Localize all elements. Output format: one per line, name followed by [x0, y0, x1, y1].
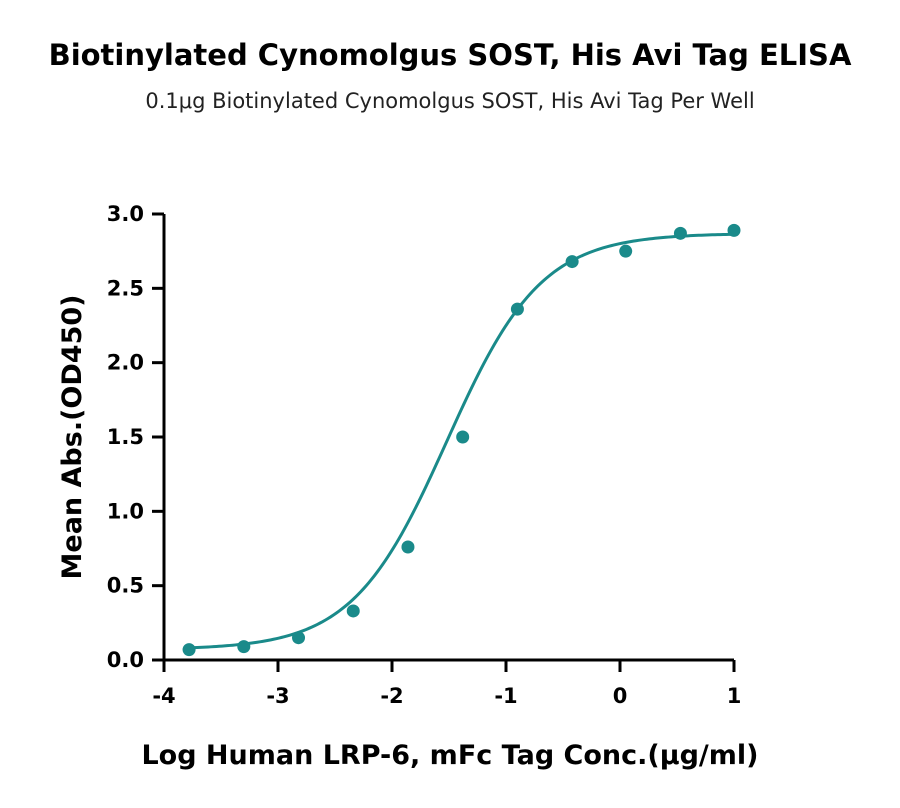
data-point [292, 631, 306, 645]
x-tick-label: -1 [494, 684, 517, 708]
data-point [346, 604, 360, 618]
x-tick-label: 0 [613, 684, 628, 708]
y-tick-label: 0.5 [107, 574, 144, 598]
data-point [510, 302, 524, 316]
y-tick-label: 2.0 [107, 351, 144, 375]
x-axis-label: Log Human LRP-6, mFc Tag Conc.(μg/ml) [141, 740, 758, 771]
data-point [565, 255, 579, 269]
fit-curve [189, 232, 735, 650]
data-point [673, 226, 687, 240]
y-tick-label: 1.0 [107, 499, 144, 523]
x-tick-label: -3 [266, 684, 289, 708]
axes: 0.0 0.5 1.0 1.5 2.0 2.5 3.0 -4 -3 -2 -1 0 1 [107, 202, 742, 708]
y-tick-label: 1.5 [107, 425, 144, 449]
y-axis-label: Mean Abs.(OD450) [57, 295, 88, 580]
y-tick-label: 0.0 [107, 648, 144, 672]
data-point [727, 223, 741, 237]
fit-curve-layer [189, 232, 735, 650]
data-points [182, 223, 741, 657]
data-point [401, 540, 415, 554]
data-point [237, 640, 251, 654]
chart-subtitle: 0.1μg Biotinylated Cynomolgus SOST, His … [145, 89, 755, 113]
chart-title: Biotinylated Cynomolgus SOST, His Avi Ta… [48, 38, 852, 72]
data-point [182, 643, 196, 657]
y-tick-label: 3.0 [107, 202, 144, 226]
x-tick-label: -2 [380, 684, 403, 708]
data-point [619, 244, 633, 258]
x-tick-label: -4 [152, 684, 175, 708]
data-point [456, 430, 470, 444]
x-tick-label: 1 [727, 684, 742, 708]
y-tick-label: 2.5 [107, 276, 144, 300]
